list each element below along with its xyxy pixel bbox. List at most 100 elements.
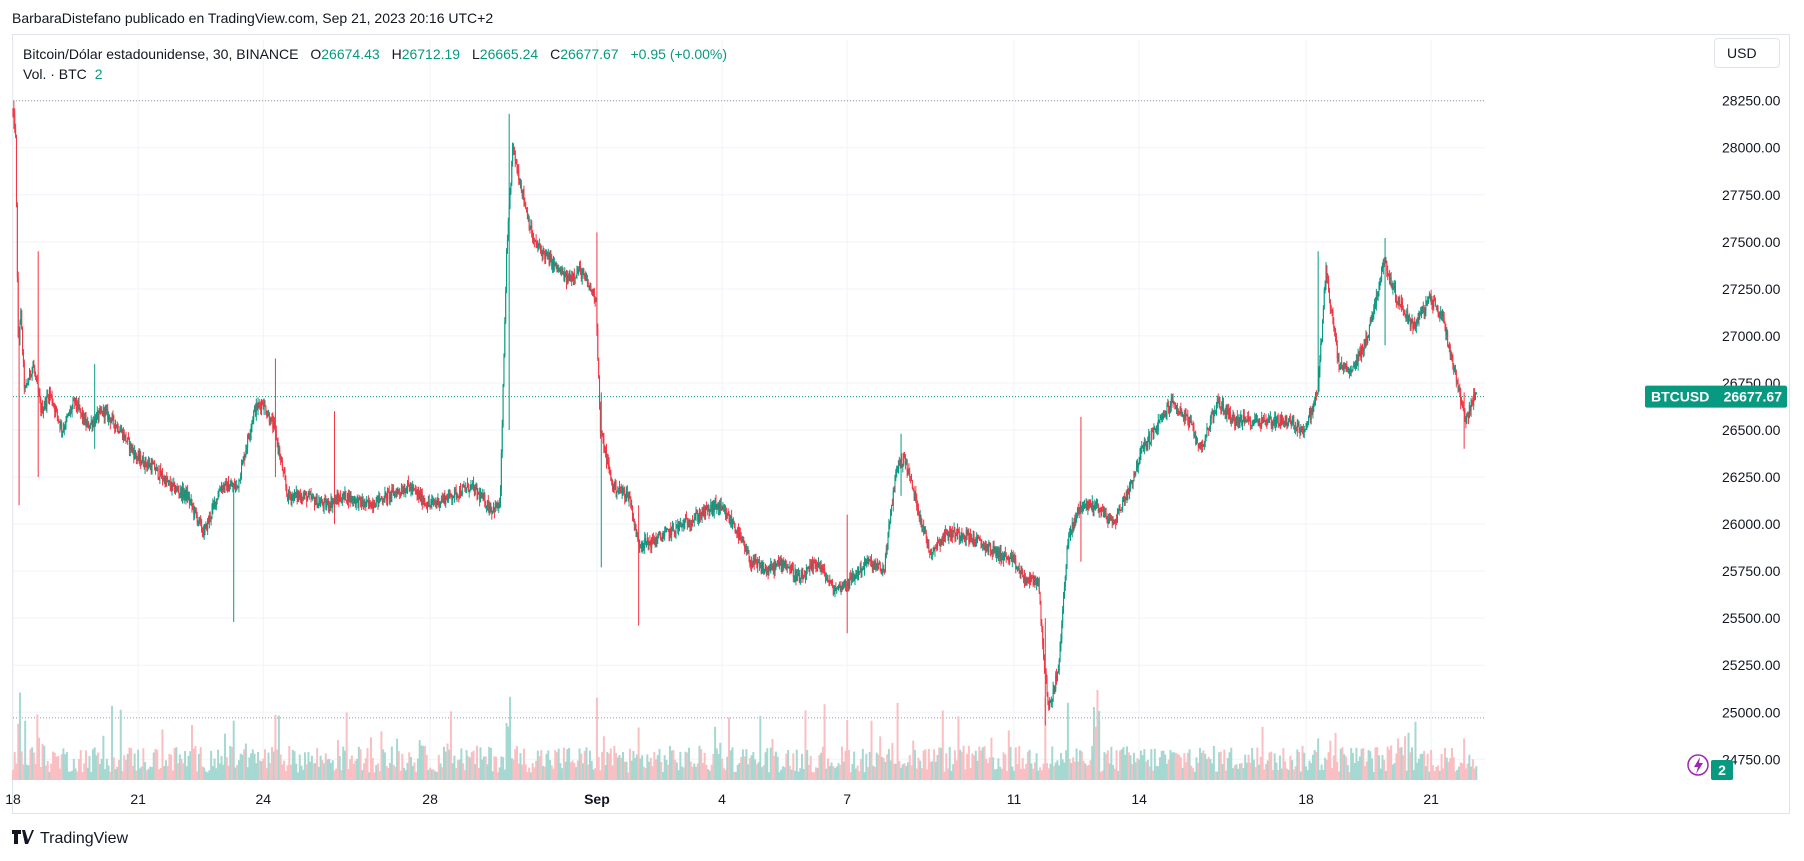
candle-body: [135, 455, 137, 459]
candle-body: [14, 114, 16, 129]
candle-body: [1054, 689, 1056, 691]
volume-bar: [696, 763, 699, 780]
candle-body: [979, 539, 981, 541]
volume-bar: [1322, 769, 1325, 780]
candle-body: [206, 523, 208, 531]
candle-body: [984, 546, 986, 550]
volume-label[interactable]: Vol. · BTC: [23, 66, 87, 82]
candle-body: [976, 537, 978, 543]
candle-body: [1270, 416, 1272, 426]
candle-body: [659, 533, 661, 538]
candle-body: [1206, 427, 1208, 436]
candle-body: [1153, 429, 1155, 434]
candle-body: [86, 423, 88, 426]
volume-tag-value: 2: [1718, 762, 1726, 778]
candle-body: [718, 505, 720, 510]
candle-body: [207, 519, 209, 531]
candle-body: [670, 528, 672, 536]
candle-body: [798, 573, 800, 583]
close-label: C: [550, 46, 561, 62]
candle-body: [794, 570, 796, 577]
volume-bar: [1412, 769, 1415, 780]
volume-bar: [806, 749, 809, 780]
volume-bar: [442, 746, 445, 780]
candle-body: [1318, 371, 1320, 387]
volume-bar: [1204, 753, 1207, 780]
volume-bar: [95, 755, 98, 780]
volume-bar: [1444, 747, 1447, 780]
symbol-label[interactable]: Bitcoin/Dólar estadounidense, 30, BINANC…: [23, 46, 299, 62]
candle-body: [141, 463, 143, 465]
candle-body: [445, 496, 447, 504]
tradingview-logo[interactable]: TradingView: [12, 830, 128, 848]
candle-body: [1215, 411, 1217, 413]
volume-bar: [545, 753, 548, 780]
candle-body: [17, 277, 19, 338]
volume-bar: [599, 770, 602, 780]
volume-bar: [1153, 748, 1156, 780]
volume-bar: [1289, 755, 1292, 780]
candle-body: [1399, 298, 1401, 307]
volume-bar: [1355, 747, 1358, 780]
candle-body: [729, 520, 731, 524]
candle-body: [1215, 402, 1217, 413]
volume-bar: [486, 764, 489, 780]
candle-body: [978, 538, 980, 540]
candle-body: [197, 521, 199, 523]
volume-bar: [933, 749, 936, 780]
volume-bar: [594, 768, 597, 780]
candle-body: [1310, 408, 1312, 420]
volume-bar: [741, 749, 744, 780]
volume-bar: [189, 751, 192, 780]
candle-body: [454, 489, 456, 491]
volume-bar: [58, 768, 61, 780]
volume-bar: [170, 754, 173, 780]
candle-body: [939, 543, 941, 546]
candle-body: [705, 506, 707, 510]
volume-bar: [76, 771, 79, 780]
candle-body: [511, 160, 513, 184]
candle-body: [789, 566, 791, 572]
candle-body: [1363, 339, 1365, 351]
volume-bar: [1014, 747, 1017, 780]
volume-bar: [576, 760, 579, 780]
volume-bar: [1421, 753, 1424, 780]
candle-body: [117, 425, 119, 433]
candle-body: [1441, 311, 1443, 317]
volume-bar: [762, 765, 765, 780]
candle-body: [888, 524, 890, 534]
volume-bar: [352, 763, 355, 780]
candle-body: [298, 493, 300, 497]
candle-body: [894, 475, 896, 492]
candle-body: [891, 504, 893, 511]
candle-body: [1295, 428, 1297, 431]
volume-bar: [1304, 766, 1307, 780]
volume-bar: [1416, 762, 1419, 780]
candle-body: [758, 562, 760, 564]
candle-body: [351, 496, 353, 501]
candle-body: [251, 421, 253, 428]
volume-bar: [955, 760, 958, 780]
volume-bar: [416, 758, 419, 780]
candle-body: [893, 490, 895, 492]
candle-body: [1068, 534, 1070, 545]
candle-body: [101, 410, 103, 412]
candle-body: [844, 579, 846, 585]
candle-body: [630, 497, 632, 507]
candle-body: [808, 567, 810, 571]
grid: [12, 40, 1485, 780]
candle-body: [1255, 418, 1257, 422]
candle-body: [219, 490, 221, 492]
candle-body: [1018, 568, 1020, 574]
volume-bar: [1423, 750, 1426, 780]
volume-bar: [980, 750, 983, 780]
candle-body: [805, 570, 807, 580]
candle-body: [383, 501, 385, 503]
candle-body: [141, 457, 143, 464]
volume-bar: [655, 759, 658, 780]
volume-bar: [1086, 765, 1089, 780]
candle-body: [539, 246, 541, 251]
volume-bar: [194, 746, 197, 780]
currency-button[interactable]: USD: [1714, 38, 1780, 68]
